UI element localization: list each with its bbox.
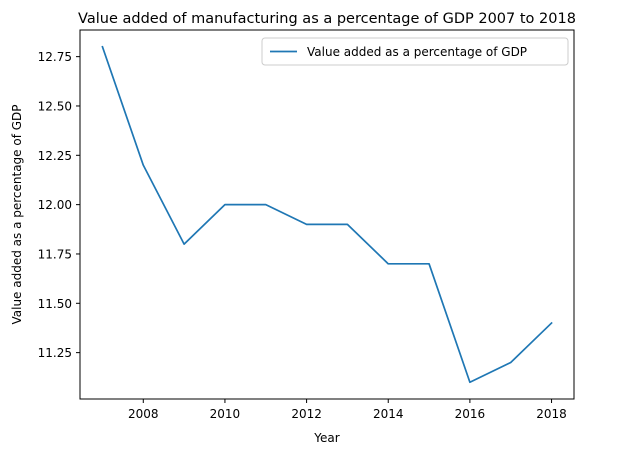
plot-frame <box>79 29 575 400</box>
y-tick-label: 11.25 <box>38 346 72 360</box>
y-tick-label: 12.00 <box>38 198 72 212</box>
y-axis-label: Value added as a percentage of GDP <box>10 104 24 324</box>
y-tick-label: 12.50 <box>38 99 72 113</box>
legend-box <box>261 37 569 66</box>
x-axis-ticks: 2008 2010 2012 2014 2016 2018 <box>128 399 567 421</box>
x-tick-label: 2016 <box>455 407 486 421</box>
x-tick-label: 2014 <box>373 407 404 421</box>
y-tick-label: 11.50 <box>38 297 72 311</box>
y-axis-ticks: 11.25 11.50 11.75 12.00 12.25 12.50 12.75 <box>38 50 80 360</box>
x-tick-label: 2018 <box>536 407 567 421</box>
chart-title: Value added of manufacturing as a percen… <box>78 11 576 27</box>
x-tick-label: 2012 <box>291 407 322 421</box>
legend-label: Value added as a percentage of GDP <box>307 45 527 59</box>
y-tick-label: 12.75 <box>38 50 72 64</box>
series-line <box>101 45 553 384</box>
x-tick-label: 2008 <box>128 407 159 421</box>
x-tick-label: 2010 <box>210 407 241 421</box>
legend: Value added as a percentage of GDP <box>261 37 569 66</box>
x-axis-label: Year <box>313 431 339 445</box>
y-tick-label: 11.75 <box>38 247 72 261</box>
y-tick-label: 12.25 <box>38 149 72 163</box>
series-layer <box>101 45 553 384</box>
